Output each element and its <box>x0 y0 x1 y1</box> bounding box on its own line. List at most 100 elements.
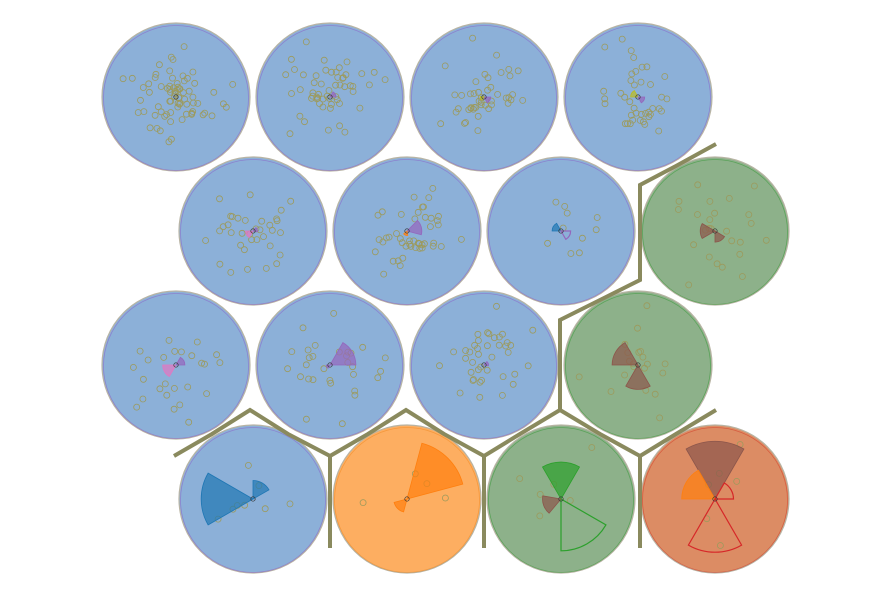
scatter-point <box>129 363 137 371</box>
scatter-point <box>161 380 169 388</box>
cells-layer <box>101 22 790 574</box>
scatter-point <box>165 138 173 146</box>
wind-rose-sector <box>162 364 177 378</box>
scatter-point <box>389 257 397 265</box>
scatter-point <box>441 62 449 70</box>
scatter-point <box>420 203 427 211</box>
scatter-point <box>296 112 304 120</box>
scatter-point <box>441 494 449 502</box>
scatter-point <box>145 88 153 96</box>
scatter-point <box>166 67 174 75</box>
scatter-point <box>151 74 159 81</box>
cell-outline <box>411 25 557 171</box>
scatter-point <box>567 250 575 257</box>
scatter-point <box>163 111 170 118</box>
scatter-point <box>198 359 206 367</box>
hex-cell <box>332 424 482 574</box>
hex-cell <box>563 290 713 440</box>
scatter-point <box>637 78 645 86</box>
scatter-point <box>495 341 503 349</box>
scatter-point <box>524 362 532 370</box>
scatter-point <box>324 126 332 134</box>
scatter-point <box>287 197 295 205</box>
scatter-point <box>655 127 663 135</box>
scatter-point <box>237 241 245 249</box>
scatter-point <box>140 108 148 115</box>
wind-rose-sector <box>699 223 716 239</box>
scatter-point <box>177 348 185 356</box>
scatter-point <box>494 91 502 98</box>
scatter-point <box>240 246 248 254</box>
scatter-point <box>675 206 682 213</box>
scatter-point <box>706 216 714 224</box>
scatter-point <box>630 54 638 61</box>
wind-rose-sector <box>681 469 716 500</box>
hex-cell <box>332 156 482 306</box>
scatter-point <box>474 112 482 120</box>
scatter-point <box>394 257 402 265</box>
scatter-point <box>170 405 178 413</box>
scatter-point <box>155 61 163 69</box>
scatter-point <box>166 86 174 93</box>
scatter-point <box>282 71 290 79</box>
scatter-point <box>588 444 596 451</box>
scatter-point <box>629 116 637 124</box>
scatter-point <box>189 108 197 115</box>
scatter-point <box>485 105 493 113</box>
scatter-point <box>171 93 179 100</box>
scatter-point <box>167 97 175 105</box>
cell-center-marker <box>250 496 256 502</box>
scatter-point <box>656 414 663 422</box>
scatter-point <box>284 365 292 373</box>
scatter-point <box>174 83 182 91</box>
scatter-point <box>747 219 755 227</box>
scatter-point <box>458 92 466 99</box>
cell-center-marker <box>481 362 487 368</box>
scatter-point <box>465 106 473 113</box>
scatter-point <box>651 390 659 398</box>
scatter-point <box>216 195 223 203</box>
scatter-point <box>627 111 635 119</box>
scatter-point <box>185 418 193 426</box>
scatter-point <box>152 70 160 78</box>
scatter-point <box>745 211 753 219</box>
scatter-point <box>728 237 736 245</box>
scatter-point <box>642 110 649 117</box>
scatter-point <box>325 87 333 94</box>
scatter-point <box>334 74 342 81</box>
scatter-point <box>411 215 419 223</box>
scatter-point <box>335 64 343 72</box>
scatter-point <box>499 330 506 338</box>
scatter-point <box>161 112 169 120</box>
scatter-point <box>381 76 389 83</box>
scatter-point <box>425 194 433 202</box>
wind-rose-sector <box>611 342 639 366</box>
scatter-point <box>462 119 470 126</box>
cell-center-marker <box>558 496 564 502</box>
scatter-point <box>430 239 438 247</box>
scatter-point <box>309 352 317 360</box>
scatter-point <box>119 75 127 83</box>
scatter-point <box>246 191 254 199</box>
scatter-point <box>339 74 347 81</box>
scatter-point <box>167 109 175 116</box>
scatter-point <box>736 238 744 246</box>
hex-cell <box>486 424 636 574</box>
scatter-point <box>157 83 165 90</box>
scatter-point <box>139 375 147 383</box>
scatter-point <box>299 71 307 79</box>
scatter-point <box>470 90 478 97</box>
hex-cell <box>255 290 405 440</box>
scatter-point <box>504 348 512 356</box>
scatter-point <box>276 251 284 259</box>
cell-outline <box>257 293 403 439</box>
scatter-point <box>313 93 321 101</box>
scatter-point <box>359 343 367 351</box>
scatter-point <box>330 309 338 317</box>
scatter-point <box>178 116 186 123</box>
scatter-point <box>593 214 601 221</box>
wind-rose-sector <box>406 442 464 500</box>
scatter-point <box>145 80 153 88</box>
scatter-point <box>505 66 513 73</box>
wind-rose-sector <box>200 472 254 526</box>
